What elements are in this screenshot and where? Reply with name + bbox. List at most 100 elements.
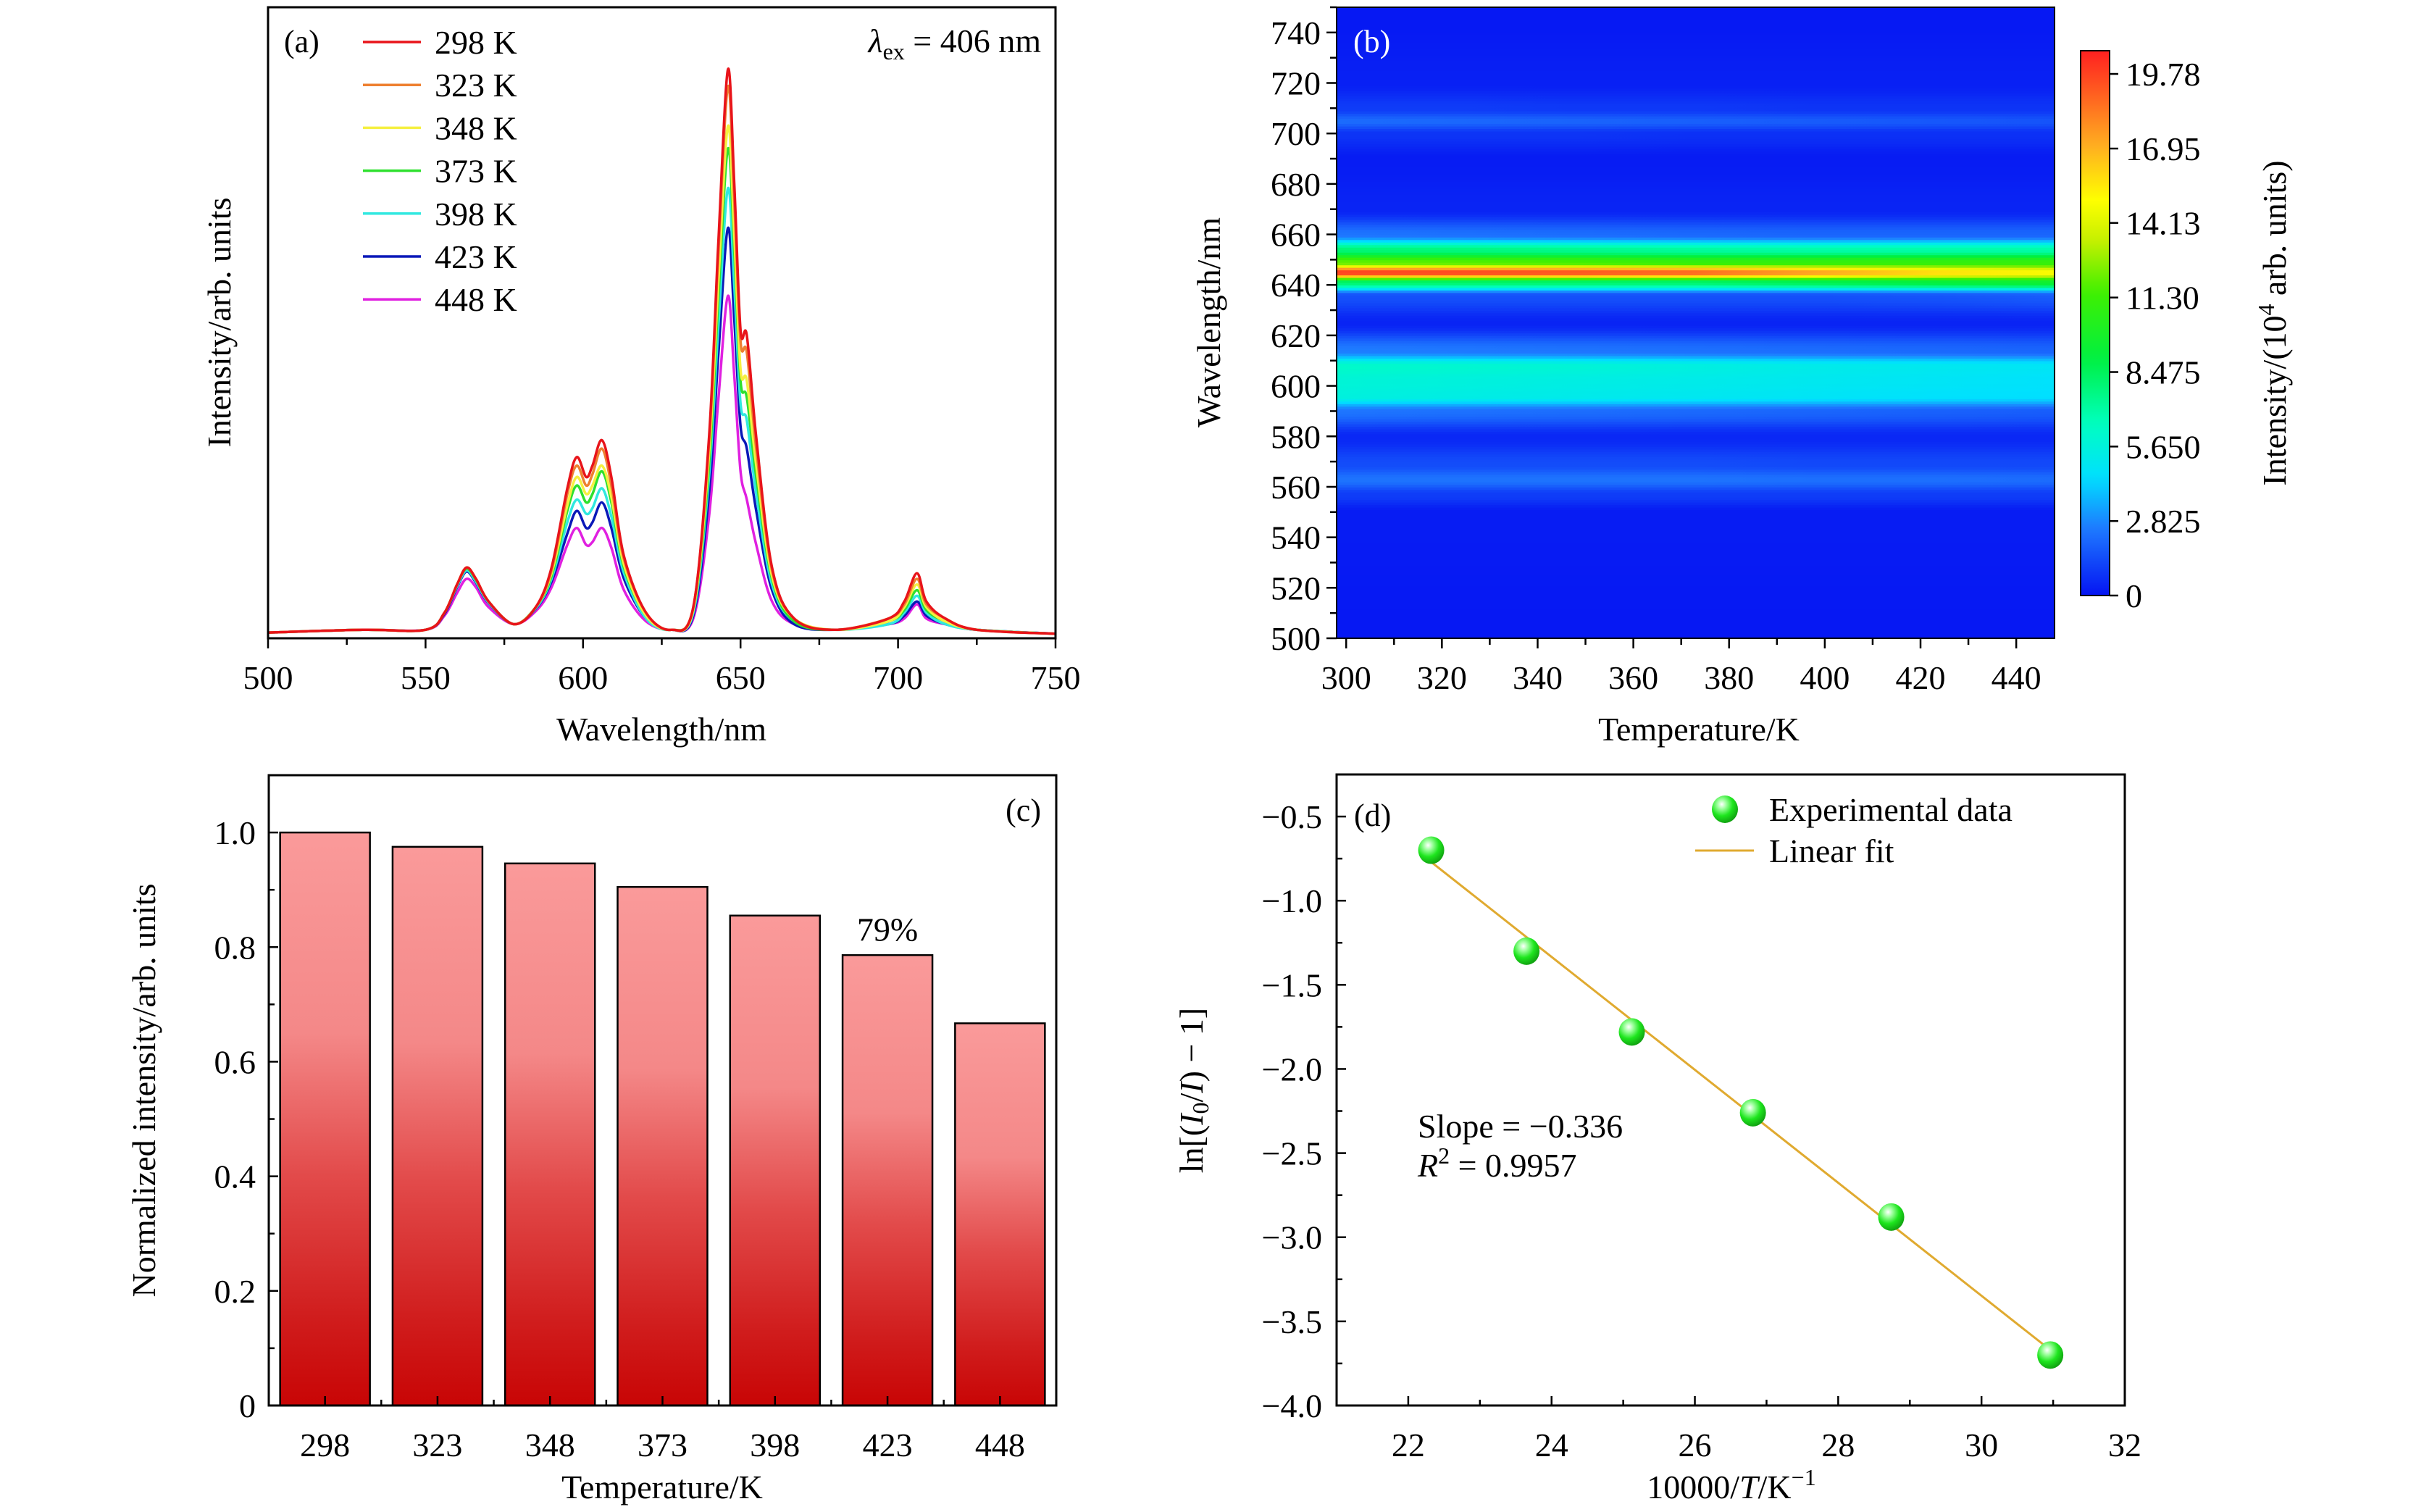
heatmap-row [1337,62,2055,66]
heatmap-row [1337,327,2055,331]
legend-label: 373 K [435,153,517,190]
y-title-part: ln[( [1173,1125,1210,1173]
legend-label-experimental: Experimental data [1769,791,2013,828]
heatmap-row [1337,159,2055,162]
legend-item: 448 K [363,281,517,318]
plot-frame-b [1336,7,2055,639]
heatmap-row [1337,88,2055,91]
panel-b-heatmap: 300 320 340 360 380 400 420 440 500 520 540 560 580 6… [1190,6,2293,748]
y-tick-label: 700 [1271,115,1321,152]
heatmap-row [1337,345,2055,349]
heatmap-row [1337,378,2055,382]
heatmap-row [1337,120,2055,125]
heatmap-row [1337,348,2055,351]
heatmap-row [1337,588,2055,591]
heatmap-row [1337,196,2055,200]
heatmap-row [1337,353,2055,356]
heatmap-row [1337,398,2055,402]
x-tick-label: 298 [300,1427,350,1463]
heatmap-row [1337,161,2055,164]
heatmap-row [1337,135,2055,139]
heatmap-row [1337,610,2055,614]
legend-item: 373 K [363,153,517,190]
heatmap-row [1337,212,2055,215]
colorbar-tick-label: 5.650 [2126,428,2201,465]
heatmap-row [1337,489,2055,493]
heatmap-row [1337,600,2055,604]
heatmap-row [1337,267,2055,271]
y-tick-label: −3.0 [1262,1219,1322,1256]
heatmap-row [1337,305,2055,309]
legend-label-fit: Linear fit [1769,832,1894,869]
heatmap-row [1337,186,2055,190]
heatmap-row [1337,547,2055,551]
heatmap-row [1337,83,2055,86]
heatmap-row [1337,542,2055,546]
spectrum-line-323K [267,84,1056,635]
x-tick-label: 360 [1608,659,1658,696]
y-axis-title-b: Wavelength/nm [1190,217,1227,427]
heatmap-row [1337,171,2055,175]
lambda-symbol: λ [867,22,883,59]
heatmap-row [1337,355,2055,359]
heatmap-row [1337,138,2055,142]
heatmap-row [1337,168,2055,172]
panel-label-b: (b) [1353,24,1390,59]
heatmap-row [1337,418,2055,422]
heatmap-row [1337,550,2055,554]
plot-frame-d [1335,773,2126,1407]
y-tick-label: 0.8 [214,929,256,966]
heatmap-row [1337,67,2055,71]
heatmap-row [1337,317,2055,321]
legend-label: 423 K [435,238,517,275]
heatmap-row [1337,564,2055,569]
heatmap-row [1337,123,2055,127]
heatmap-row [1337,605,2055,609]
data-point [1878,1203,1905,1231]
x-tick-label: 500 [243,659,293,696]
legend-item: 298 K [363,24,517,61]
x-tick-label: 440 [1992,659,2041,696]
y-tick-label: 0 [239,1387,256,1424]
heatmap-row [1337,504,2055,508]
heatmap-row [1337,52,2055,56]
heatmap-row [1337,635,2055,639]
x-tick-label: 373 [638,1427,688,1463]
heatmap-row [1337,173,2055,177]
heatmap-row [1337,229,2055,233]
x-axis-title-d: 10000/T/K−1 [1647,1464,1815,1505]
heatmap-row [1337,393,2055,397]
panel-label-d: (d) [1354,798,1391,833]
heatmap-row [1337,312,2055,316]
heatmap-row [1337,608,2055,611]
heatmap-row [1337,206,2055,210]
heatmap-row [1337,390,2055,394]
bar-423 [841,954,934,1407]
x-tick-label: 24 [1535,1427,1568,1463]
heatmap-row [1337,467,2055,470]
data-point [1513,937,1540,965]
heatmap-row [1337,166,2055,170]
lambda-value: = 406 nm [905,22,1041,59]
heatmap-row [1337,625,2055,629]
heatmap-row [1337,486,2055,490]
x-title-part: 10000/ [1647,1469,1739,1505]
heatmap-row [1337,491,2055,496]
heatmap-row [1337,50,2055,54]
heatmap-row [1337,98,2055,101]
heatmap-row [1337,108,2055,112]
r2-annotation: R2 = 0.9957 [1417,1143,1577,1184]
heatmap-row [1337,14,2055,18]
heatmap-row [1337,25,2055,28]
heatmap-row [1337,446,2055,450]
heatmap-row [1337,494,2055,498]
heatmap-row [1337,209,2055,213]
heatmap-row [1337,509,2055,513]
heatmap-row [1337,385,2055,389]
y-title-I0: I [1173,1112,1210,1126]
heatmap-row [1337,32,2055,36]
heatmap-row [1337,27,2055,31]
y-tick-label: −2.0 [1262,1051,1322,1087]
heatmap-row [1337,426,2055,430]
heatmap-row [1337,65,2055,69]
